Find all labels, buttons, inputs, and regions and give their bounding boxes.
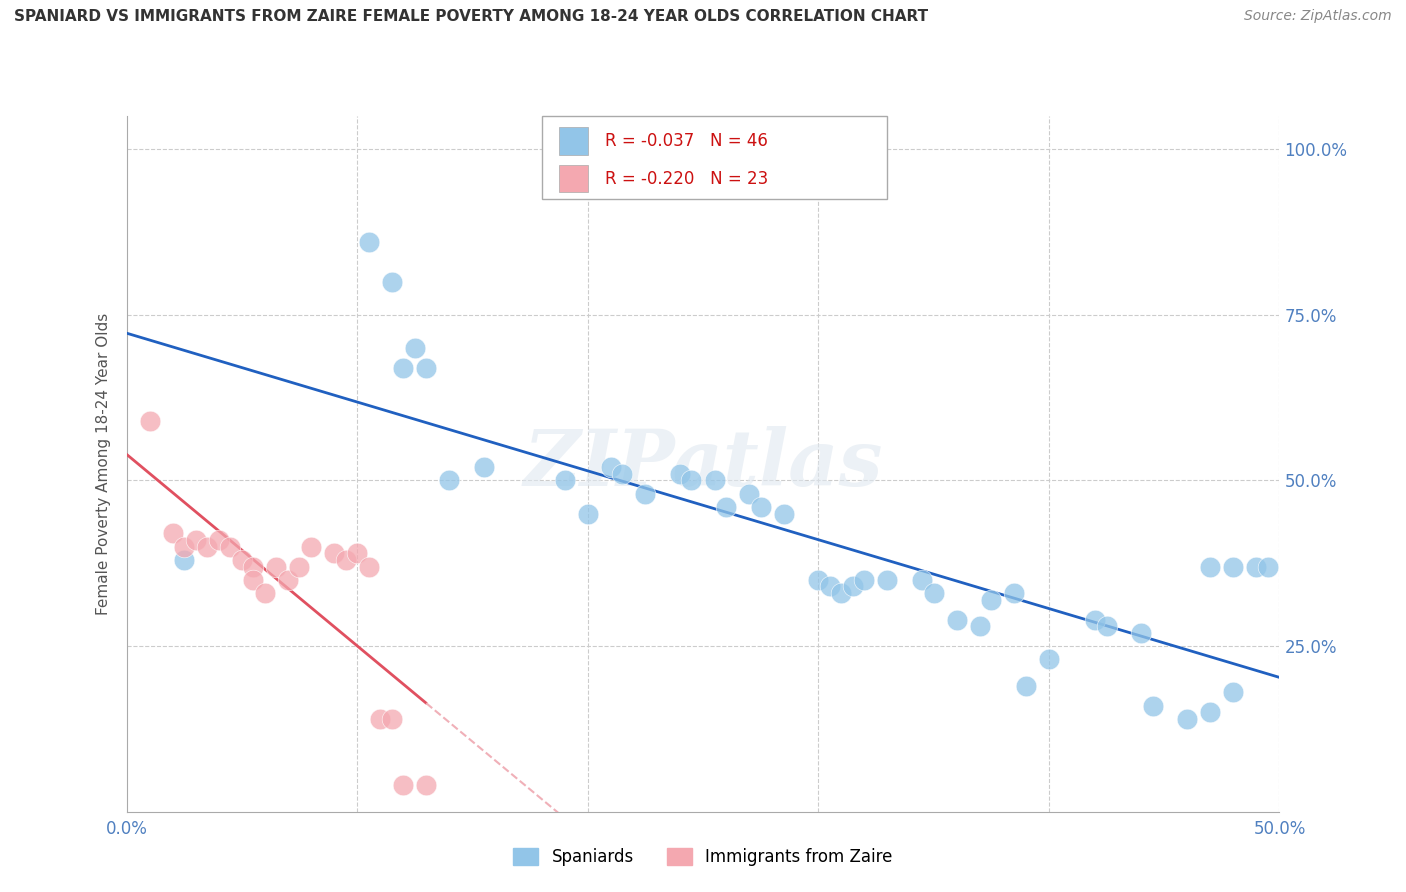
Point: [749, 500, 772, 514]
Point: [830, 586, 852, 600]
FancyBboxPatch shape: [558, 165, 588, 193]
Point: [392, 360, 415, 375]
Point: [299, 540, 322, 554]
Point: [576, 507, 599, 521]
Point: [876, 573, 898, 587]
Point: [231, 553, 253, 567]
Point: [1175, 712, 1198, 726]
Point: [922, 586, 945, 600]
Point: [714, 500, 737, 514]
Point: [173, 540, 195, 554]
Point: [818, 579, 841, 593]
Point: [415, 360, 437, 375]
Point: [842, 579, 865, 593]
Point: [1199, 559, 1222, 574]
Point: [1199, 706, 1222, 720]
Point: [219, 540, 242, 554]
Text: R = -0.037   N = 46: R = -0.037 N = 46: [605, 132, 768, 150]
Point: [195, 540, 218, 554]
Point: [381, 712, 404, 726]
Point: [392, 778, 415, 792]
Text: SPANIARD VS IMMIGRANTS FROM ZAIRE FEMALE POVERTY AMONG 18-24 YEAR OLDS CORRELATI: SPANIARD VS IMMIGRANTS FROM ZAIRE FEMALE…: [14, 9, 928, 24]
Point: [853, 573, 876, 587]
Point: [472, 460, 495, 475]
Point: [634, 486, 657, 500]
Point: [669, 467, 692, 481]
Point: [335, 553, 357, 567]
Point: [772, 507, 794, 521]
Text: Source: ZipAtlas.com: Source: ZipAtlas.com: [1244, 9, 1392, 23]
Point: [277, 573, 299, 587]
FancyBboxPatch shape: [541, 116, 887, 200]
Point: [266, 559, 288, 574]
Point: [681, 474, 703, 488]
Y-axis label: Female Poverty Among 18-24 Year Olds: Female Poverty Among 18-24 Year Olds: [96, 313, 111, 615]
Text: R = -0.220   N = 23: R = -0.220 N = 23: [605, 169, 768, 187]
Point: [612, 467, 634, 481]
Point: [404, 341, 426, 355]
FancyBboxPatch shape: [558, 127, 588, 155]
Point: [253, 586, 276, 600]
Point: [415, 778, 437, 792]
Point: [945, 613, 967, 627]
Point: [346, 546, 368, 560]
Point: [368, 712, 391, 726]
Point: [173, 553, 195, 567]
Point: [1095, 619, 1118, 633]
Point: [1038, 652, 1060, 666]
Point: [599, 460, 621, 475]
Point: [138, 414, 160, 428]
Point: [439, 474, 461, 488]
Point: [1015, 679, 1038, 693]
Point: [1142, 698, 1164, 713]
Point: [969, 619, 991, 633]
Point: [1084, 613, 1107, 627]
Point: [1222, 685, 1244, 699]
Text: ZIPatlas: ZIPatlas: [523, 425, 883, 502]
Point: [911, 573, 934, 587]
Point: [1246, 559, 1268, 574]
Point: [162, 526, 184, 541]
Point: [1002, 586, 1025, 600]
Point: [242, 573, 264, 587]
Point: [1257, 559, 1279, 574]
Point: [357, 559, 380, 574]
Point: [184, 533, 207, 547]
Point: [703, 474, 725, 488]
Point: [242, 559, 264, 574]
Point: [1222, 559, 1244, 574]
Point: [738, 486, 761, 500]
Point: [357, 235, 380, 249]
Point: [1130, 625, 1153, 640]
Point: [381, 275, 404, 289]
Point: [288, 559, 311, 574]
Point: [980, 592, 1002, 607]
Point: [208, 533, 231, 547]
Point: [554, 474, 576, 488]
Legend: Spaniards, Immigrants from Zaire: Spaniards, Immigrants from Zaire: [506, 841, 900, 873]
Point: [323, 546, 346, 560]
Point: [807, 573, 830, 587]
